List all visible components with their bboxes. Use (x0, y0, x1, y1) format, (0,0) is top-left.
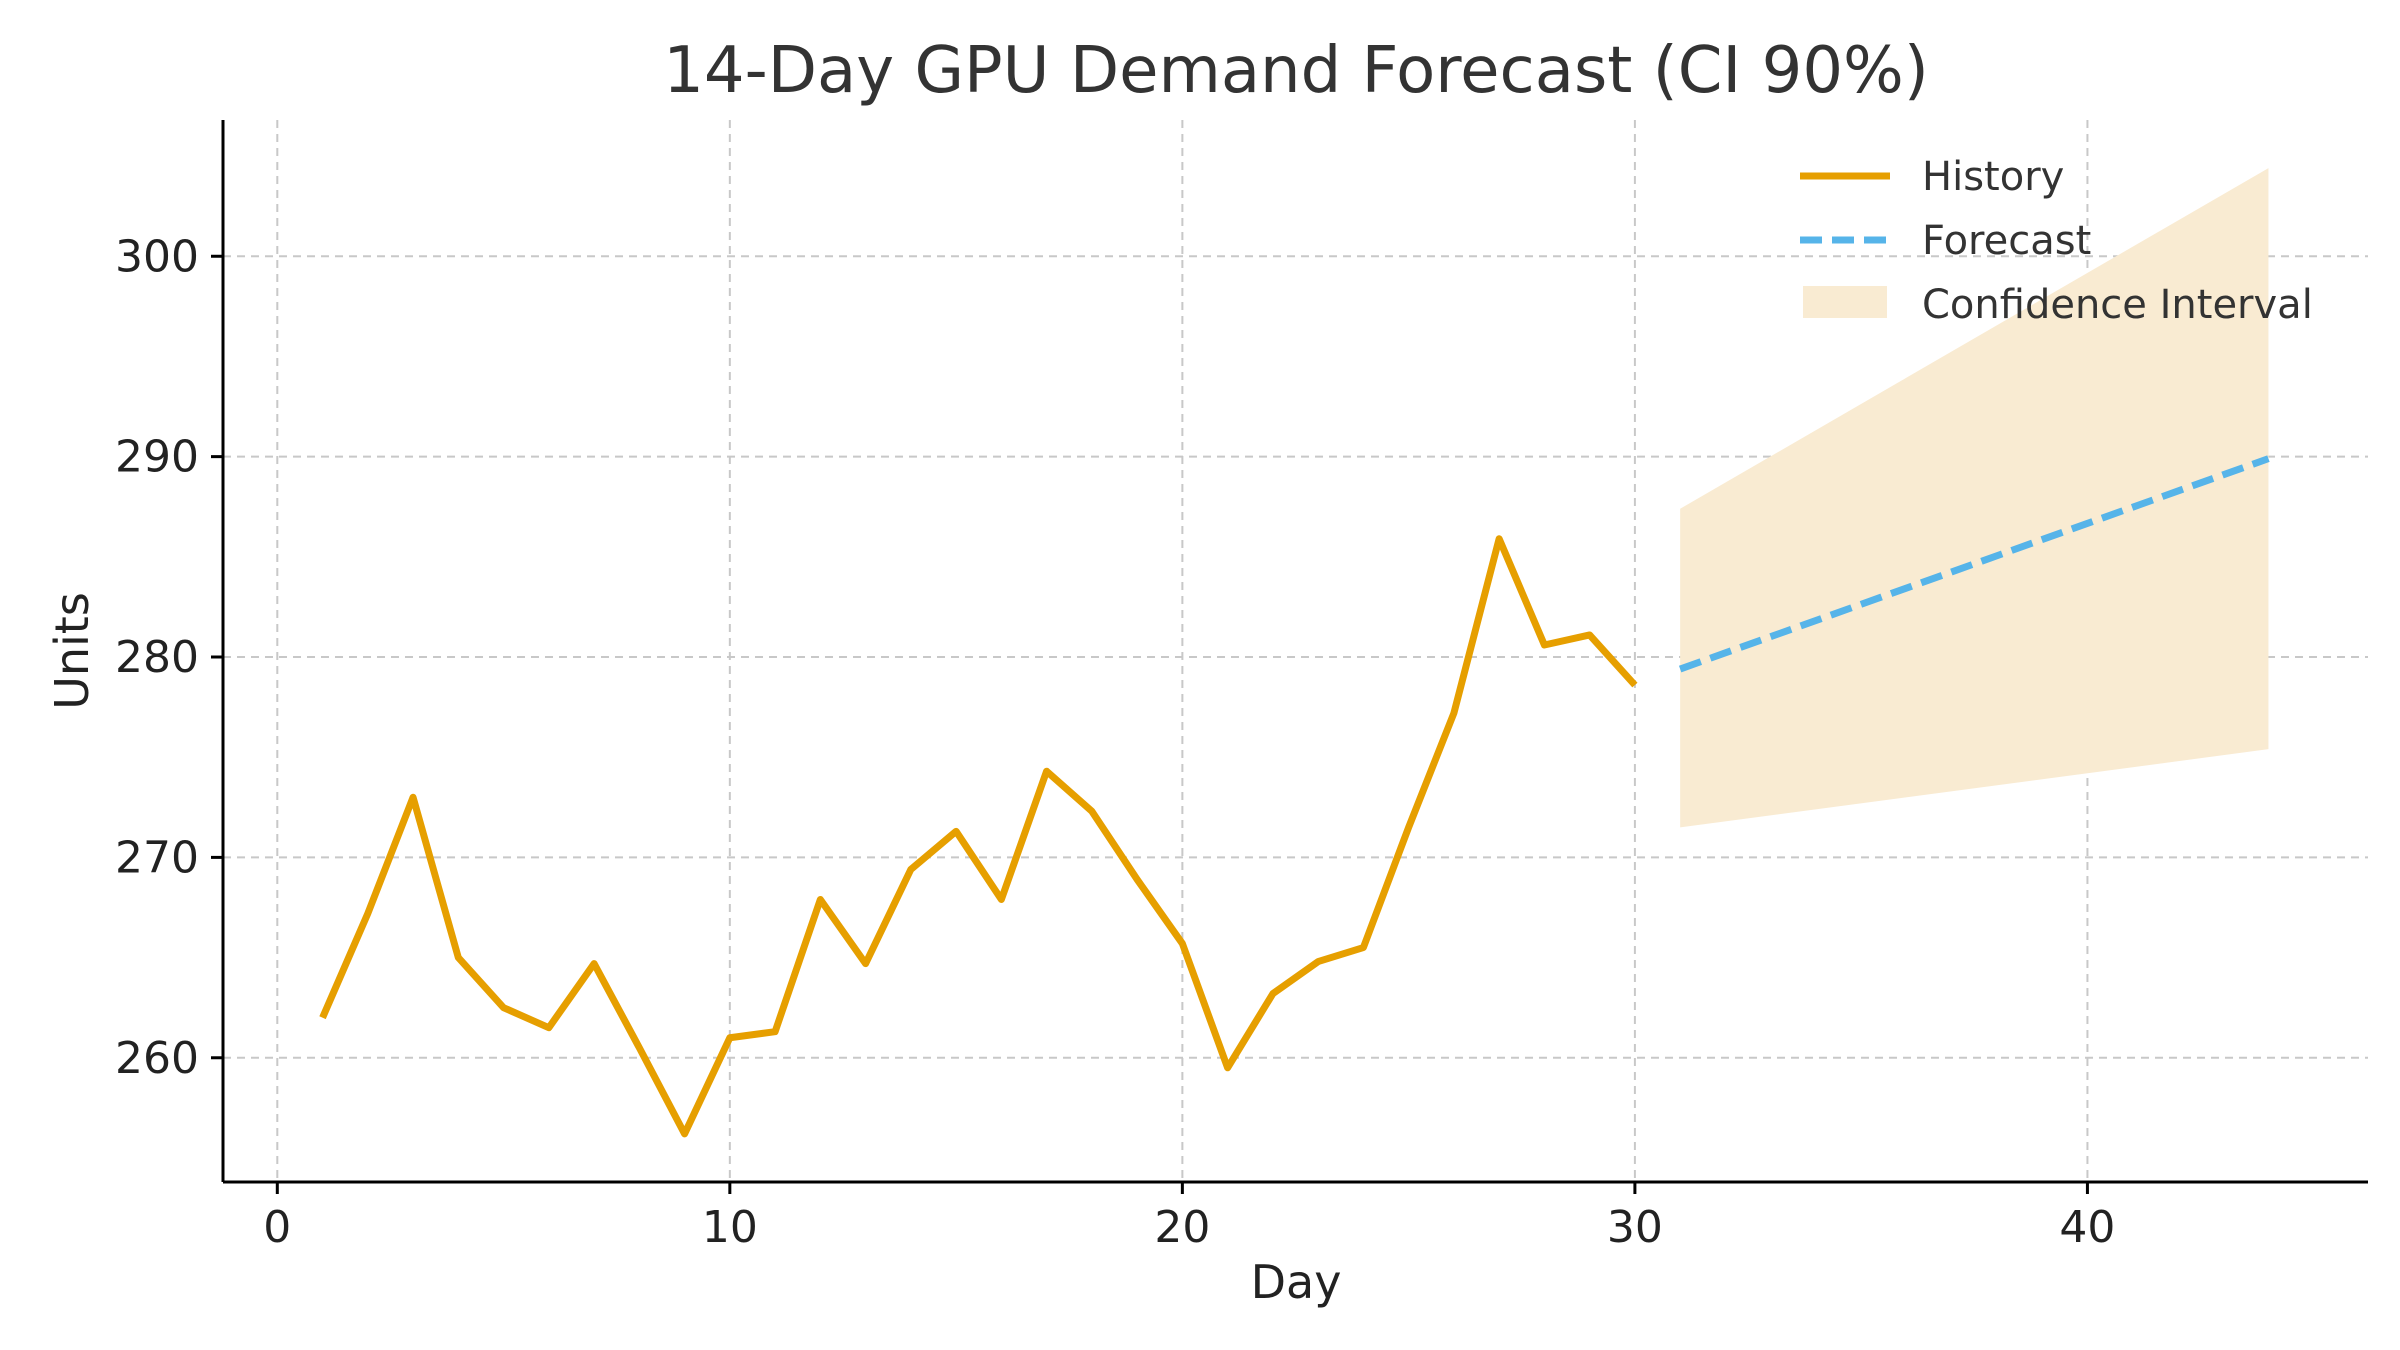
legend-ci-label: Confidence Interval (1922, 282, 2313, 328)
legend: History Forecast Confidence Interval (1800, 154, 2313, 328)
confidence-interval-band (1680, 168, 2269, 828)
legend-ci-swatch (1803, 286, 1887, 318)
x-axis-label: Day (1251, 1255, 1342, 1309)
y-ticks: 260 270 280 290 300 (115, 231, 223, 1084)
x-ticks: 0 10 20 30 40 (263, 1182, 2115, 1253)
legend-forecast-label: Forecast (1922, 218, 2091, 264)
axes (221, 120, 2368, 1184)
x-tick-label: 40 (2059, 1202, 2115, 1253)
y-tick-label: 270 (115, 832, 199, 883)
legend-history-label: History (1922, 154, 2064, 200)
x-tick-label: 10 (702, 1202, 758, 1253)
y-tick-label: 260 (115, 1033, 199, 1084)
chart-title: 14-Day GPU Demand Forecast (CI 90%) (663, 34, 1929, 108)
history-line (319, 535, 1638, 1138)
y-tick-label: 280 (115, 632, 199, 683)
x-tick-label: 30 (1607, 1202, 1663, 1253)
y-axis-label: Units (45, 592, 99, 710)
confidence-interval-layer (1680, 168, 2269, 828)
forecast-line (1678, 455, 2270, 673)
y-tick-label: 290 (115, 432, 199, 483)
series-layer (319, 455, 2270, 1138)
y-tick-label: 300 (115, 231, 199, 282)
grid-lines (223, 120, 2368, 1182)
x-tick-label: 20 (1154, 1202, 1210, 1253)
x-tick-label: 0 (263, 1202, 291, 1253)
